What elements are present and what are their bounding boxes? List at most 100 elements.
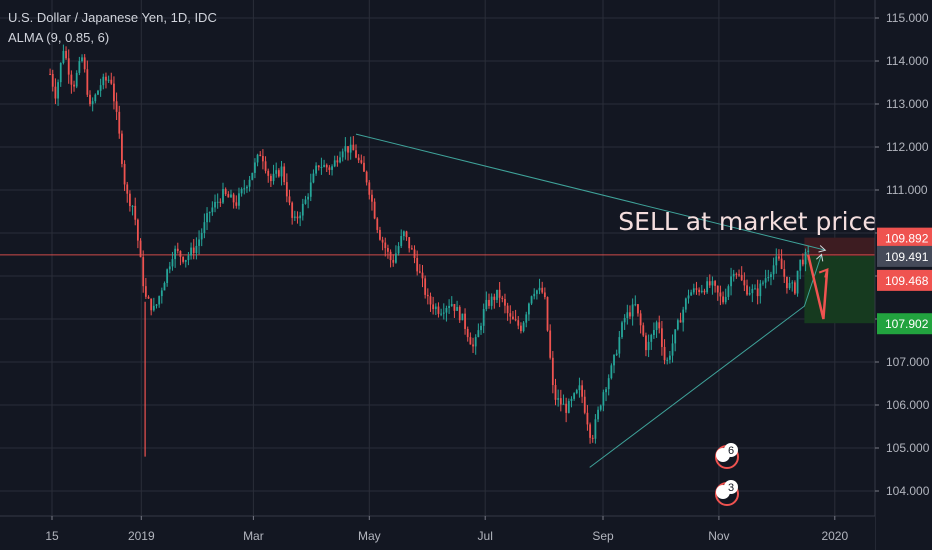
candle <box>413 245 416 264</box>
candle-body <box>698 289 701 293</box>
symbol-title[interactable]: U.S. Dollar / Japanese Yen, 1D, IDC <box>8 10 217 25</box>
candle <box>647 334 650 358</box>
price-tag-current: 109.491 <box>877 245 932 267</box>
candle <box>301 198 304 221</box>
candle-body <box>458 307 461 321</box>
candle <box>708 274 711 289</box>
candle <box>682 306 685 332</box>
candle-body <box>586 412 589 425</box>
candle <box>243 179 246 195</box>
candle-body <box>623 318 626 323</box>
candle-body <box>613 354 615 366</box>
support-trendline[interactable] <box>589 254 822 468</box>
candle-body <box>272 173 275 182</box>
candle-body <box>570 398 573 402</box>
candle-body <box>413 249 416 258</box>
candle-body <box>722 296 724 303</box>
candle-body <box>179 251 182 257</box>
candle <box>91 97 94 112</box>
sell-projection-arrow[interactable] <box>806 254 829 320</box>
candle <box>775 248 778 274</box>
candle-body <box>778 256 780 259</box>
candle-body <box>762 282 764 284</box>
candle-body <box>559 398 562 405</box>
candle <box>434 303 437 316</box>
event-markers[interactable]: 63 <box>715 443 739 506</box>
candle-body <box>75 72 78 87</box>
candle <box>293 210 296 222</box>
event-marker[interactable]: 3 <box>715 480 739 506</box>
candle <box>73 80 75 92</box>
candle-body <box>299 215 302 219</box>
candle <box>674 329 677 352</box>
candle-body <box>801 259 804 265</box>
candle <box>376 217 379 234</box>
candle <box>629 305 631 320</box>
candle <box>309 173 312 202</box>
event-marker[interactable]: 6 <box>715 443 739 469</box>
candle-body <box>339 157 341 163</box>
candle-body <box>192 247 195 253</box>
candle-body <box>682 309 685 323</box>
candle <box>248 175 251 192</box>
price-tick-label: 114.000 <box>886 54 929 68</box>
candle-body <box>445 307 448 313</box>
candle <box>626 304 629 325</box>
candle <box>126 181 129 203</box>
candle-body <box>54 86 57 99</box>
candle-body <box>509 313 512 317</box>
candle <box>716 285 719 301</box>
indicator-title[interactable]: ALMA (9, 0.85, 6) <box>8 30 110 45</box>
candle-body <box>381 239 384 243</box>
resistance-trendline[interactable] <box>355 133 826 251</box>
candle <box>690 289 693 296</box>
candle-body <box>293 216 296 218</box>
candle <box>429 292 432 312</box>
candle <box>480 322 482 335</box>
candle <box>190 242 192 260</box>
time-tick-label: 2020 <box>821 529 848 543</box>
candle <box>530 295 533 306</box>
candle <box>533 288 536 300</box>
candle <box>397 242 400 256</box>
candle <box>269 173 272 187</box>
candle <box>67 49 70 84</box>
candle <box>262 149 264 170</box>
candle <box>421 265 424 288</box>
candle <box>477 323 480 338</box>
sell-annotation-text[interactable]: SELL at market price <box>618 207 877 236</box>
candle <box>565 397 568 423</box>
candle <box>541 281 544 294</box>
time-axis[interactable]: 152019MarMayJulSepNov2020Mar <box>0 515 932 550</box>
candle-body <box>238 193 240 206</box>
event-count-bubble <box>724 480 738 494</box>
price-tag-target: 107.902 <box>877 313 932 335</box>
candle <box>514 309 517 322</box>
candle-body <box>554 385 557 400</box>
candle-body <box>746 285 748 295</box>
candle <box>389 249 392 268</box>
candle <box>216 193 219 209</box>
candle-body <box>190 247 192 256</box>
candle <box>663 339 666 365</box>
candle-body <box>618 337 621 354</box>
candle-body <box>692 288 695 293</box>
candle-body <box>389 251 392 261</box>
candle <box>597 406 599 423</box>
candle <box>123 160 126 191</box>
candle-body <box>160 290 163 297</box>
chart-grid <box>0 0 875 516</box>
candle <box>315 162 317 176</box>
candle <box>525 311 528 328</box>
candle <box>312 169 315 184</box>
candle <box>730 267 732 296</box>
candle <box>57 79 59 106</box>
candle <box>700 284 703 294</box>
candle <box>661 320 663 356</box>
candle <box>410 245 413 250</box>
candle <box>107 75 110 83</box>
candle-body <box>81 57 83 62</box>
drawing-tools[interactable] <box>355 133 829 468</box>
candle-body <box>642 325 645 336</box>
